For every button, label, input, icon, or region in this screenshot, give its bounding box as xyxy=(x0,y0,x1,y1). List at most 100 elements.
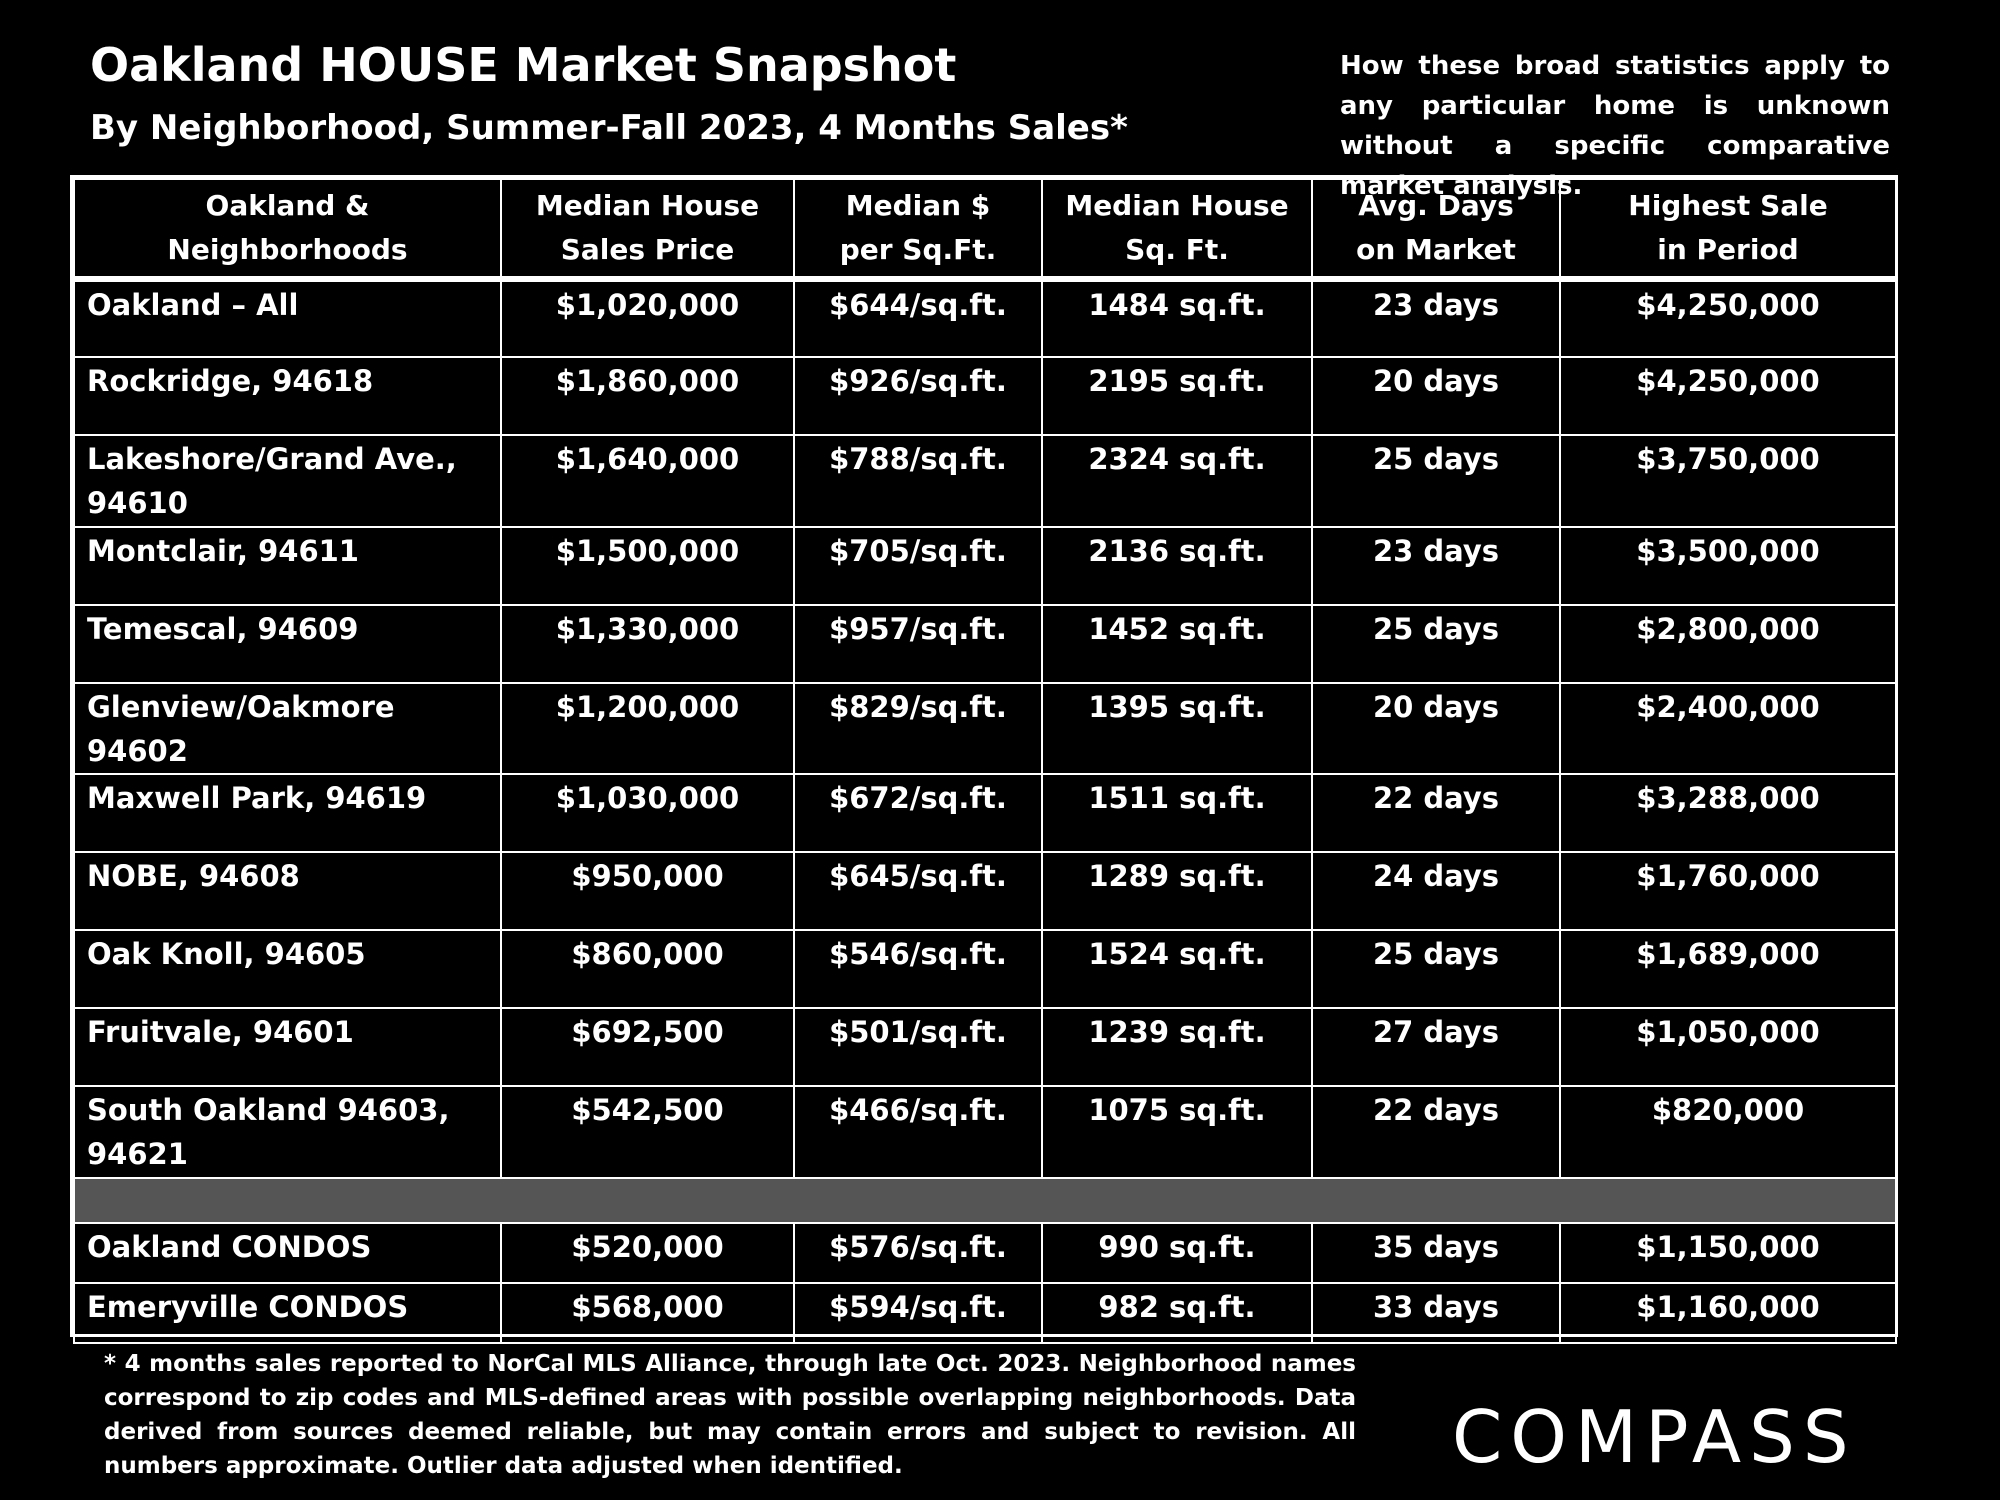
table-cell: $2,800,000 xyxy=(1559,604,1897,684)
table-cell: 22 days xyxy=(1311,1085,1561,1179)
table-cell: 990 sq.ft. xyxy=(1041,1222,1313,1284)
column-header: Oakland & Neighborhoods xyxy=(73,178,502,282)
table-row: Lakeshore/Grand Ave., 94610 $1,640,000 $78… xyxy=(73,434,1897,528)
table-cell: 2195 sq.ft. xyxy=(1041,356,1313,436)
table-header-row: Oakland & Neighborhoods Median House Sales… xyxy=(73,178,1897,282)
table-cell: 25 days xyxy=(1311,434,1561,528)
table-cell: $950,000 xyxy=(500,851,795,931)
table-cell: $542,500 xyxy=(500,1085,795,1179)
table-cell: $1,050,000 xyxy=(1559,1007,1897,1087)
neighborhood-cell: Maxwell Park, 94619 xyxy=(73,773,502,853)
table-cell: $672/sq.ft. xyxy=(793,773,1043,853)
table-cell: $546/sq.ft. xyxy=(793,929,1043,1009)
table-cell: $520,000 xyxy=(500,1222,795,1284)
table-row: Emeryville CONDOS $568,000 $594/sq.ft. 982 … xyxy=(73,1282,1897,1344)
table-cell: $1,760,000 xyxy=(1559,851,1897,931)
column-header: Median $ per Sq.Ft. xyxy=(793,178,1043,282)
table-row: Montclair, 94611 $1,500,000 $705/sq.ft. 213… xyxy=(73,526,1897,606)
table-cell: 1484 sq.ft. xyxy=(1041,278,1313,358)
table-cell: $1,330,000 xyxy=(500,604,795,684)
table-cell: 27 days xyxy=(1311,1007,1561,1087)
table-cell: $3,288,000 xyxy=(1559,773,1897,853)
neighborhood-cell: Oak Knoll, 94605 xyxy=(73,929,502,1009)
footnote-text: * 4 months sales reported to NorCal MLS … xyxy=(104,1351,1356,1479)
column-header: Avg. Days on Market xyxy=(1311,178,1561,282)
table-cell: $644/sq.ft. xyxy=(793,278,1043,358)
market-table: Oakland & Neighborhoods Median House Sales… xyxy=(73,178,1897,1344)
table-row: Fruitvale, 94601 $692,500 $501/sq.ft. 1239 … xyxy=(73,1007,1897,1087)
table-cell: $957/sq.ft. xyxy=(793,604,1043,684)
table-cell: 1395 sq.ft. xyxy=(1041,682,1313,775)
table-row: Oak Knoll, 94605 $860,000 $546/sq.ft. 1524 … xyxy=(73,929,1897,1009)
neighborhood-cell: Glenview/Oakmore 94602 xyxy=(73,682,502,775)
table-row: South Oakland 94603, 94621 $542,500 $466/s… xyxy=(73,1085,1897,1179)
table-cell: $568,000 xyxy=(500,1282,795,1344)
table-cell: $829/sq.ft. xyxy=(793,682,1043,775)
separator-row xyxy=(73,1177,1897,1224)
table-cell: $576/sq.ft. xyxy=(793,1222,1043,1284)
table-row: NOBE, 94608 $950,000 $645/sq.ft. 1289 sq.ft… xyxy=(73,851,1897,931)
table-cell: $1,689,000 xyxy=(1559,929,1897,1009)
table-cell: 35 days xyxy=(1311,1222,1561,1284)
compass-logo: COMPASS xyxy=(1452,1395,1857,1479)
table-row: Oakland – All $1,020,000 $644/sq.ft. 1484 s… xyxy=(73,278,1897,358)
table-cell: 33 days xyxy=(1311,1282,1561,1344)
table-cell: 2324 sq.ft. xyxy=(1041,434,1313,528)
table-cell: 25 days xyxy=(1311,604,1561,684)
table-cell: $1,860,000 xyxy=(500,356,795,436)
table-cell: 25 days xyxy=(1311,929,1561,1009)
table-cell: 24 days xyxy=(1311,851,1561,931)
table-cell: 22 days xyxy=(1311,773,1561,853)
column-header: Highest Sale in Period xyxy=(1559,178,1897,282)
neighborhood-cell: Emeryville CONDOS xyxy=(73,1282,502,1344)
table-cell: 2136 sq.ft. xyxy=(1041,526,1313,606)
table-cell: 1075 sq.ft. xyxy=(1041,1085,1313,1179)
table-cell: 1524 sq.ft. xyxy=(1041,929,1313,1009)
table-row: Maxwell Park, 94619 $1,030,000 $672/sq.ft.… xyxy=(73,773,1897,853)
neighborhood-cell: Montclair, 94611 xyxy=(73,526,502,606)
table-cell: $1,200,000 xyxy=(500,682,795,775)
table-cell: $2,400,000 xyxy=(1559,682,1897,775)
table-cell: $466/sq.ft. xyxy=(793,1085,1043,1179)
column-header: Median House Sales Price xyxy=(500,178,795,282)
table-row: Glenview/Oakmore 94602 $1,200,000 $829/sq.… xyxy=(73,682,1897,775)
table-cell: 1289 sq.ft. xyxy=(1041,851,1313,931)
neighborhood-cell: NOBE, 94608 xyxy=(73,851,502,931)
table-cell: $705/sq.ft. xyxy=(793,526,1043,606)
table-cell: 20 days xyxy=(1311,682,1561,775)
table-cell: 23 days xyxy=(1311,526,1561,606)
column-header: Median House Sq. Ft. xyxy=(1041,178,1313,282)
table-cell: $1,030,000 xyxy=(500,773,795,853)
neighborhood-cell: Rockridge, 94618 xyxy=(73,356,502,436)
table-cell: $645/sq.ft. xyxy=(793,851,1043,931)
table-body: Oakland – All $1,020,000 $644/sq.ft. 1484 s… xyxy=(73,278,1897,1344)
page-subtitle: By Neighborhood, Summer-Fall 2023, 4 Mon… xyxy=(90,108,1128,148)
table-cell: $860,000 xyxy=(500,929,795,1009)
table-cell: $3,750,000 xyxy=(1559,434,1897,528)
table-cell: $4,250,000 xyxy=(1559,356,1897,436)
neighborhood-cell: Lakeshore/Grand Ave., 94610 xyxy=(73,434,502,528)
table-cell: $3,500,000 xyxy=(1559,526,1897,606)
table-row: Temescal, 94609 $1,330,000 $957/sq.ft. 1452… xyxy=(73,604,1897,684)
market-table-container: Oakland & Neighborhoods Median House Sales… xyxy=(70,175,1898,1344)
table-cell: $501/sq.ft. xyxy=(793,1007,1043,1087)
table-cell: $1,150,000 xyxy=(1559,1222,1897,1284)
neighborhood-cell: Oakland CONDOS xyxy=(73,1222,502,1284)
table-cell: 23 days xyxy=(1311,278,1561,358)
table-cell: $1,160,000 xyxy=(1559,1282,1897,1344)
table-cell: $926/sq.ft. xyxy=(793,356,1043,436)
table-cell: $692,500 xyxy=(500,1007,795,1087)
table-cell: $4,250,000 xyxy=(1559,278,1897,358)
neighborhood-cell: Fruitvale, 94601 xyxy=(73,1007,502,1087)
table-row: Rockridge, 94618 $1,860,000 $926/sq.ft. 219… xyxy=(73,356,1897,436)
table-cell: $594/sq.ft. xyxy=(793,1282,1043,1344)
table-cell: 20 days xyxy=(1311,356,1561,436)
table-cell: 982 sq.ft. xyxy=(1041,1282,1313,1344)
table-cell: $820,000 xyxy=(1559,1085,1897,1179)
table-cell: 1239 sq.ft. xyxy=(1041,1007,1313,1087)
neighborhood-cell: Temescal, 94609 xyxy=(73,604,502,684)
page-title: Oakland HOUSE Market Snapshot xyxy=(90,38,957,92)
table-cell: $1,640,000 xyxy=(500,434,795,528)
table-row: Oakland CONDOS $520,000 $576/sq.ft. 990 sq.… xyxy=(73,1222,1897,1284)
table-cell: 1511 sq.ft. xyxy=(1041,773,1313,853)
